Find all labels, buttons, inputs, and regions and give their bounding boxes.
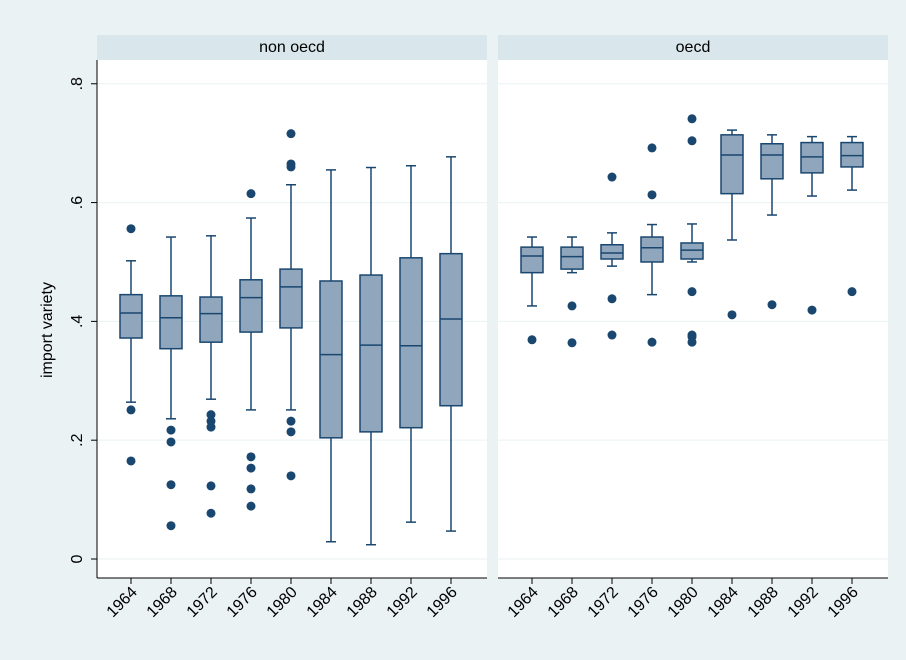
- outlier: [286, 129, 296, 139]
- y-tick-label: 0: [69, 554, 86, 563]
- outlier: [647, 337, 657, 347]
- box: [399, 257, 423, 429]
- outlier: [647, 143, 657, 153]
- outlier: [567, 301, 577, 311]
- outlier: [126, 456, 136, 466]
- outlier: [607, 330, 617, 340]
- outlier: [807, 305, 817, 315]
- y-tick-label: .4: [69, 315, 86, 328]
- box: [760, 143, 784, 180]
- outlier: [206, 410, 216, 420]
- outlier: [166, 480, 176, 490]
- outlier: [246, 501, 256, 511]
- outlier: [166, 521, 176, 531]
- y-tick-label: .2: [69, 433, 86, 446]
- y-axis-label: import variety: [39, 282, 56, 378]
- box: [680, 242, 704, 260]
- outlier: [206, 508, 216, 518]
- box: [840, 141, 864, 168]
- box: [239, 279, 263, 333]
- outlier: [647, 190, 657, 200]
- outlier: [687, 287, 697, 297]
- outlier: [166, 437, 176, 447]
- outlier: [206, 481, 216, 491]
- outlier: [847, 287, 857, 297]
- box: [119, 293, 143, 339]
- box: [359, 274, 383, 433]
- outlier: [687, 114, 697, 124]
- box: [600, 243, 624, 260]
- outlier: [607, 294, 617, 304]
- box: [439, 252, 463, 407]
- outlier: [687, 337, 697, 347]
- outlier: [286, 162, 296, 172]
- outlier: [567, 338, 577, 348]
- outlier: [246, 484, 256, 494]
- outlier: [286, 416, 296, 426]
- outlier: [246, 452, 256, 462]
- outlier: [687, 136, 697, 146]
- outlier: [246, 189, 256, 199]
- panel-title: oecd: [676, 39, 711, 56]
- box: [319, 280, 343, 439]
- box: [279, 268, 303, 329]
- outlier: [767, 300, 777, 310]
- outlier: [286, 471, 296, 481]
- panel-title: non oecd: [259, 39, 325, 56]
- outlier: [206, 422, 216, 432]
- outlier: [727, 310, 737, 320]
- outlier: [126, 405, 136, 415]
- box: [199, 296, 223, 343]
- outlier: [607, 172, 617, 182]
- y-tick-label: .6: [69, 196, 86, 209]
- outlier: [246, 463, 256, 473]
- y-tick-label: .8: [69, 77, 86, 90]
- outlier: [286, 427, 296, 437]
- box: [800, 141, 824, 174]
- box: [159, 295, 183, 350]
- outlier: [527, 335, 537, 345]
- outlier: [126, 224, 136, 234]
- box: [560, 246, 584, 270]
- box: [640, 236, 664, 263]
- outlier: [166, 425, 176, 435]
- panel-header: [498, 35, 888, 60]
- box: [520, 246, 544, 274]
- panel-header: [97, 35, 487, 60]
- box: [720, 134, 744, 195]
